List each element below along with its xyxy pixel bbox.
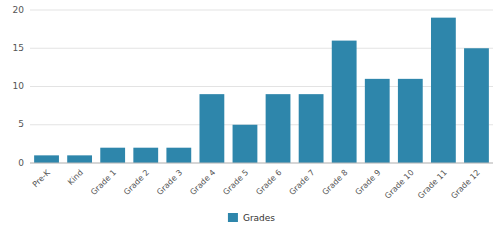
bar [34, 155, 59, 163]
x-axis-line [30, 163, 493, 164]
bar [365, 79, 390, 163]
bar [100, 148, 125, 163]
x-tick-label: Grade 1 [89, 168, 118, 197]
x-tick-label: Pre-K [31, 167, 53, 189]
bar [266, 94, 291, 163]
x-tick-label: Grade 5 [221, 168, 250, 197]
y-tick-label: 20 [13, 5, 25, 15]
x-tick-label: Kind [66, 168, 85, 187]
y-axis: 0 5 10 15 20 [13, 5, 25, 168]
bar [431, 18, 456, 163]
x-tick-label: Grade 12 [449, 168, 482, 201]
y-tick-label: 15 [13, 43, 24, 53]
bar [67, 155, 92, 163]
x-tick-label: Grade 2 [122, 168, 151, 197]
x-tick-label: Grade 6 [254, 168, 283, 197]
grid-line [30, 86, 493, 87]
chart-container: 05101520Pre-KKindGrade 1Grade 2Grade 3Gr… [0, 0, 503, 227]
x-axis: Pre-KKindGrade 1Grade 2Grade 3Grade 4Gra… [30, 163, 493, 201]
y-tick-label: 0 [18, 158, 24, 168]
bar [332, 41, 357, 163]
grid [30, 10, 493, 163]
x-tick-label: Grade 11 [416, 168, 449, 201]
legend-swatch [228, 213, 238, 222]
bar [166, 148, 191, 163]
x-tick-label: Grade 3 [155, 168, 184, 197]
y-tick-label: 5 [18, 119, 24, 129]
x-tick-label: Grade 8 [321, 168, 350, 197]
x-tick-label: Grade 4 [188, 168, 217, 197]
grid-line [30, 48, 493, 49]
bar [233, 125, 258, 163]
bar [299, 94, 324, 163]
grid-line [30, 10, 493, 11]
bar [199, 94, 224, 163]
bar [464, 48, 489, 163]
legend-label: Grades [243, 213, 275, 223]
legend: Grades [228, 213, 275, 223]
grid-line [30, 124, 493, 125]
bar [398, 79, 423, 163]
legend-item: Grades [228, 213, 275, 223]
y-tick-label: 10 [13, 81, 25, 91]
x-tick-label: Grade 7 [287, 168, 316, 197]
x-tick-label: Grade 10 [383, 168, 416, 201]
grid-line [30, 163, 493, 164]
bars [34, 18, 489, 163]
bar [133, 148, 158, 163]
x-tick-label: Grade 9 [354, 168, 383, 197]
chart: 05101520Pre-KKindGrade 1Grade 2Grade 3Gr… [0, 0, 503, 227]
